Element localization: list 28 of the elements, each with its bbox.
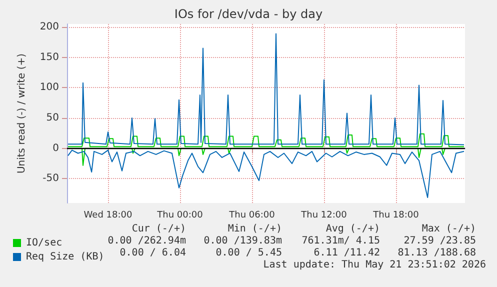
x-tick-label: Wed 18:00 [84, 210, 132, 220]
text: Avg (-/+) [326, 224, 380, 234]
legend-label: IO/sec [26, 238, 62, 248]
text: Last update: Thu May 21 23:51:02 2026 [263, 260, 486, 270]
chart-title: IOs for /dev/vda - by day [174, 7, 323, 21]
legend-label: Req Size (KB) [26, 252, 104, 262]
y-tick-label: 150 [40, 52, 59, 63]
y-tick-label: 100 [40, 82, 59, 94]
y-tick-label: 50 [46, 112, 59, 124]
text: 0.00 /139.83m [204, 236, 282, 246]
text: 0.00 /262.94m [108, 236, 186, 246]
text: 761.31m/ 4.15 [302, 236, 380, 246]
y-tick-label: 0 [52, 142, 59, 154]
text: 0.00 / 5.45 [216, 248, 282, 258]
text: Min (-/+) [228, 224, 282, 234]
text: 27.59 /23.85 [404, 236, 476, 246]
y-axis-title: Units read (-) / write (+) [16, 53, 28, 174]
x-tick-label: Thu 00:00 [156, 210, 204, 220]
text: Cur (-/+) [132, 224, 186, 234]
x-tick-label: Thu 18:00 [372, 210, 420, 220]
text: 0.00 / 6.04 [120, 248, 186, 258]
text: 6.11 /11.42 [314, 248, 380, 258]
x-tick-label: Thu 06:00 [228, 210, 276, 220]
x-tick-label: Thu 12:00 [300, 210, 348, 220]
y-tick-label: -50 [42, 173, 59, 184]
y-tick-label: 200 [40, 22, 59, 33]
text: Max (-/+) [422, 224, 476, 234]
text: 81.13 /188.68 [398, 248, 476, 258]
